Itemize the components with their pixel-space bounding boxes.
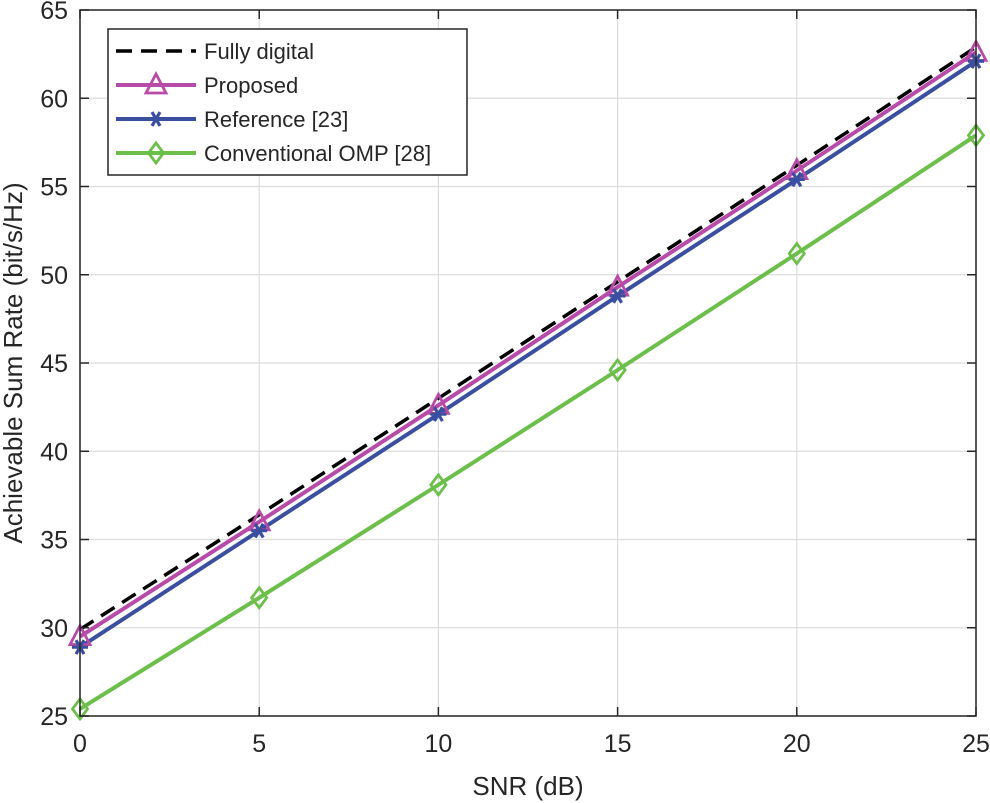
y-tick-label: 30 xyxy=(40,615,68,643)
data-point-reference-23 xyxy=(430,406,447,422)
ticks xyxy=(79,9,977,717)
y-tick-label: 55 xyxy=(40,174,68,202)
y-tick-label: 60 xyxy=(40,85,68,113)
data-point-conventional-omp-28 xyxy=(608,357,627,383)
data-point-conventional-omp-28 xyxy=(787,241,807,266)
asterisk-stroke xyxy=(253,522,265,539)
series-line-conventional-omp-28 xyxy=(78,133,978,711)
x-tick-label: 5 xyxy=(252,730,266,758)
legend-marker-conventional-omp-28 xyxy=(146,140,166,166)
legend-label-fully-digital: Fully digital xyxy=(204,39,314,64)
x-tick-label: 25 xyxy=(962,730,990,758)
x-tick-label: 10 xyxy=(424,730,452,758)
asterisk-stroke xyxy=(433,406,444,422)
legend-label-conventional-omp-28: Conventional OMP [28] xyxy=(204,141,431,166)
legend-label-proposed: Proposed xyxy=(204,73,298,98)
x-tick-label: 15 xyxy=(604,730,632,758)
data-point-reference-23 xyxy=(609,288,626,304)
legend-marker-proposed xyxy=(143,70,169,95)
asterisk-stroke xyxy=(612,288,623,304)
data-point-reference-23 xyxy=(251,522,268,539)
y-tick-label: 35 xyxy=(40,527,68,555)
asterisk-stroke xyxy=(150,111,162,127)
series-lines xyxy=(78,45,978,711)
x-tick-label: 20 xyxy=(783,730,811,758)
y-tick-label: 50 xyxy=(40,262,68,290)
data-point-conventional-omp-28 xyxy=(70,696,90,722)
y-tick-label: 25 xyxy=(40,703,68,731)
data-point-conventional-omp-28 xyxy=(429,472,448,498)
legend-marker-reference-23 xyxy=(148,111,164,127)
legend: Fully digital Proposed Reference [23] Conve… xyxy=(107,28,468,176)
data-point-conventional-omp-28 xyxy=(249,585,269,611)
y-tick-label: 40 xyxy=(40,438,68,466)
y-tick-label: 65 xyxy=(40,0,68,25)
y-tick-label: 45 xyxy=(40,350,68,378)
x-tick-label: 0 xyxy=(73,730,87,758)
legend-box xyxy=(107,28,468,176)
asterisk-stroke xyxy=(791,171,803,188)
series-line-reference-23 xyxy=(78,59,978,649)
series-line-fully-digital xyxy=(79,45,977,631)
data-point-reference-23 xyxy=(788,171,805,188)
legend-label-reference-23: Reference [23] xyxy=(204,107,348,132)
y-axis-label: Achievable Sum Rate (bit/s/Hz) xyxy=(0,182,28,543)
x-axis-label: SNR (dB) xyxy=(472,771,583,801)
tick-labels: 0 5 10 15 20 25 25 30 35 40 45 50 55 60 65 xyxy=(40,0,990,758)
series-line-proposed xyxy=(78,50,978,639)
